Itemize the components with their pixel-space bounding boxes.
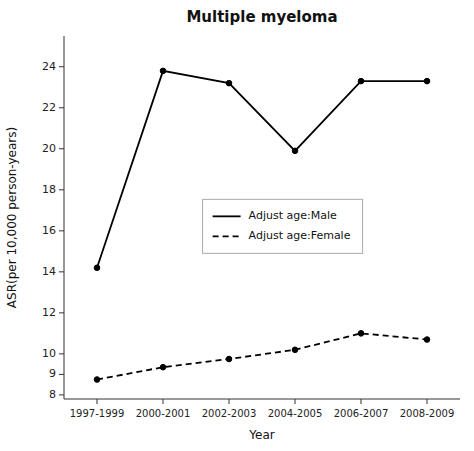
x-tick bbox=[295, 399, 296, 404]
x-tick-label: 2004-2005 bbox=[268, 408, 323, 419]
x-tick-label: 2008-2009 bbox=[400, 408, 455, 419]
y-tick-label: 10 bbox=[42, 347, 56, 360]
x-axis-line bbox=[64, 399, 460, 400]
series-point bbox=[226, 356, 232, 362]
series-point bbox=[94, 265, 100, 271]
x-tick-label: 1997-1999 bbox=[70, 408, 125, 419]
y-tick-label: 12 bbox=[42, 306, 56, 319]
series-point bbox=[424, 78, 430, 84]
legend-swatch bbox=[213, 215, 241, 217]
y-tick bbox=[59, 66, 64, 67]
series-point bbox=[292, 148, 298, 154]
y-axis-label: ASR(per 10,000 person-years) bbox=[5, 127, 19, 308]
y-tick bbox=[59, 394, 64, 395]
x-tick bbox=[229, 399, 230, 404]
series-point bbox=[226, 80, 232, 86]
series-line bbox=[97, 71, 427, 268]
plot-area bbox=[94, 68, 430, 382]
y-tick-label: 24 bbox=[42, 60, 56, 73]
x-tick-label: 2006-2007 bbox=[334, 408, 389, 419]
x-tick bbox=[97, 399, 98, 404]
x-tick bbox=[361, 399, 362, 404]
series-point bbox=[424, 337, 430, 343]
x-tick-label: 2002-2003 bbox=[202, 408, 257, 419]
series-point bbox=[94, 377, 100, 383]
y-tick bbox=[59, 230, 64, 231]
series-point bbox=[160, 68, 166, 74]
legend-label: Adjust age:Female bbox=[249, 229, 351, 242]
x-axis-label: Year bbox=[248, 428, 274, 442]
series-point bbox=[358, 331, 364, 337]
legend-swatch bbox=[213, 235, 241, 237]
x-tick-label: 2000-2001 bbox=[136, 408, 191, 419]
legend-box bbox=[203, 199, 363, 253]
y-tick-label: 16 bbox=[42, 224, 56, 237]
y-tick bbox=[59, 353, 64, 354]
y-tick-label: 20 bbox=[42, 142, 56, 155]
y-tick-label: 22 bbox=[42, 101, 56, 114]
legend: Adjust age:Male Adjust age:Female bbox=[203, 199, 363, 253]
y-tick-label: 8 bbox=[49, 388, 56, 401]
series-point bbox=[292, 347, 298, 353]
series-point bbox=[358, 78, 364, 84]
chart: 8 9 10 12 14 16 18 20 22 24 1997-1999 2000-2001 2002… bbox=[0, 0, 474, 451]
y-axis-line bbox=[64, 36, 65, 399]
y-tick-label: 18 bbox=[42, 183, 56, 196]
y-tick bbox=[59, 148, 64, 149]
y-tick-label: 14 bbox=[42, 265, 56, 278]
x-tick bbox=[163, 399, 164, 404]
y-tick bbox=[59, 107, 64, 108]
legend-label: Adjust age:Male bbox=[249, 209, 337, 222]
series-point bbox=[160, 364, 166, 370]
x-tick bbox=[427, 399, 428, 404]
y-tick bbox=[59, 312, 64, 313]
y-tick-label: 9 bbox=[49, 367, 56, 380]
title: Multiple myeloma bbox=[186, 8, 337, 26]
series-line bbox=[97, 333, 427, 379]
y-tick bbox=[59, 271, 64, 272]
y-tick bbox=[59, 189, 64, 190]
y-tick bbox=[59, 374, 64, 375]
